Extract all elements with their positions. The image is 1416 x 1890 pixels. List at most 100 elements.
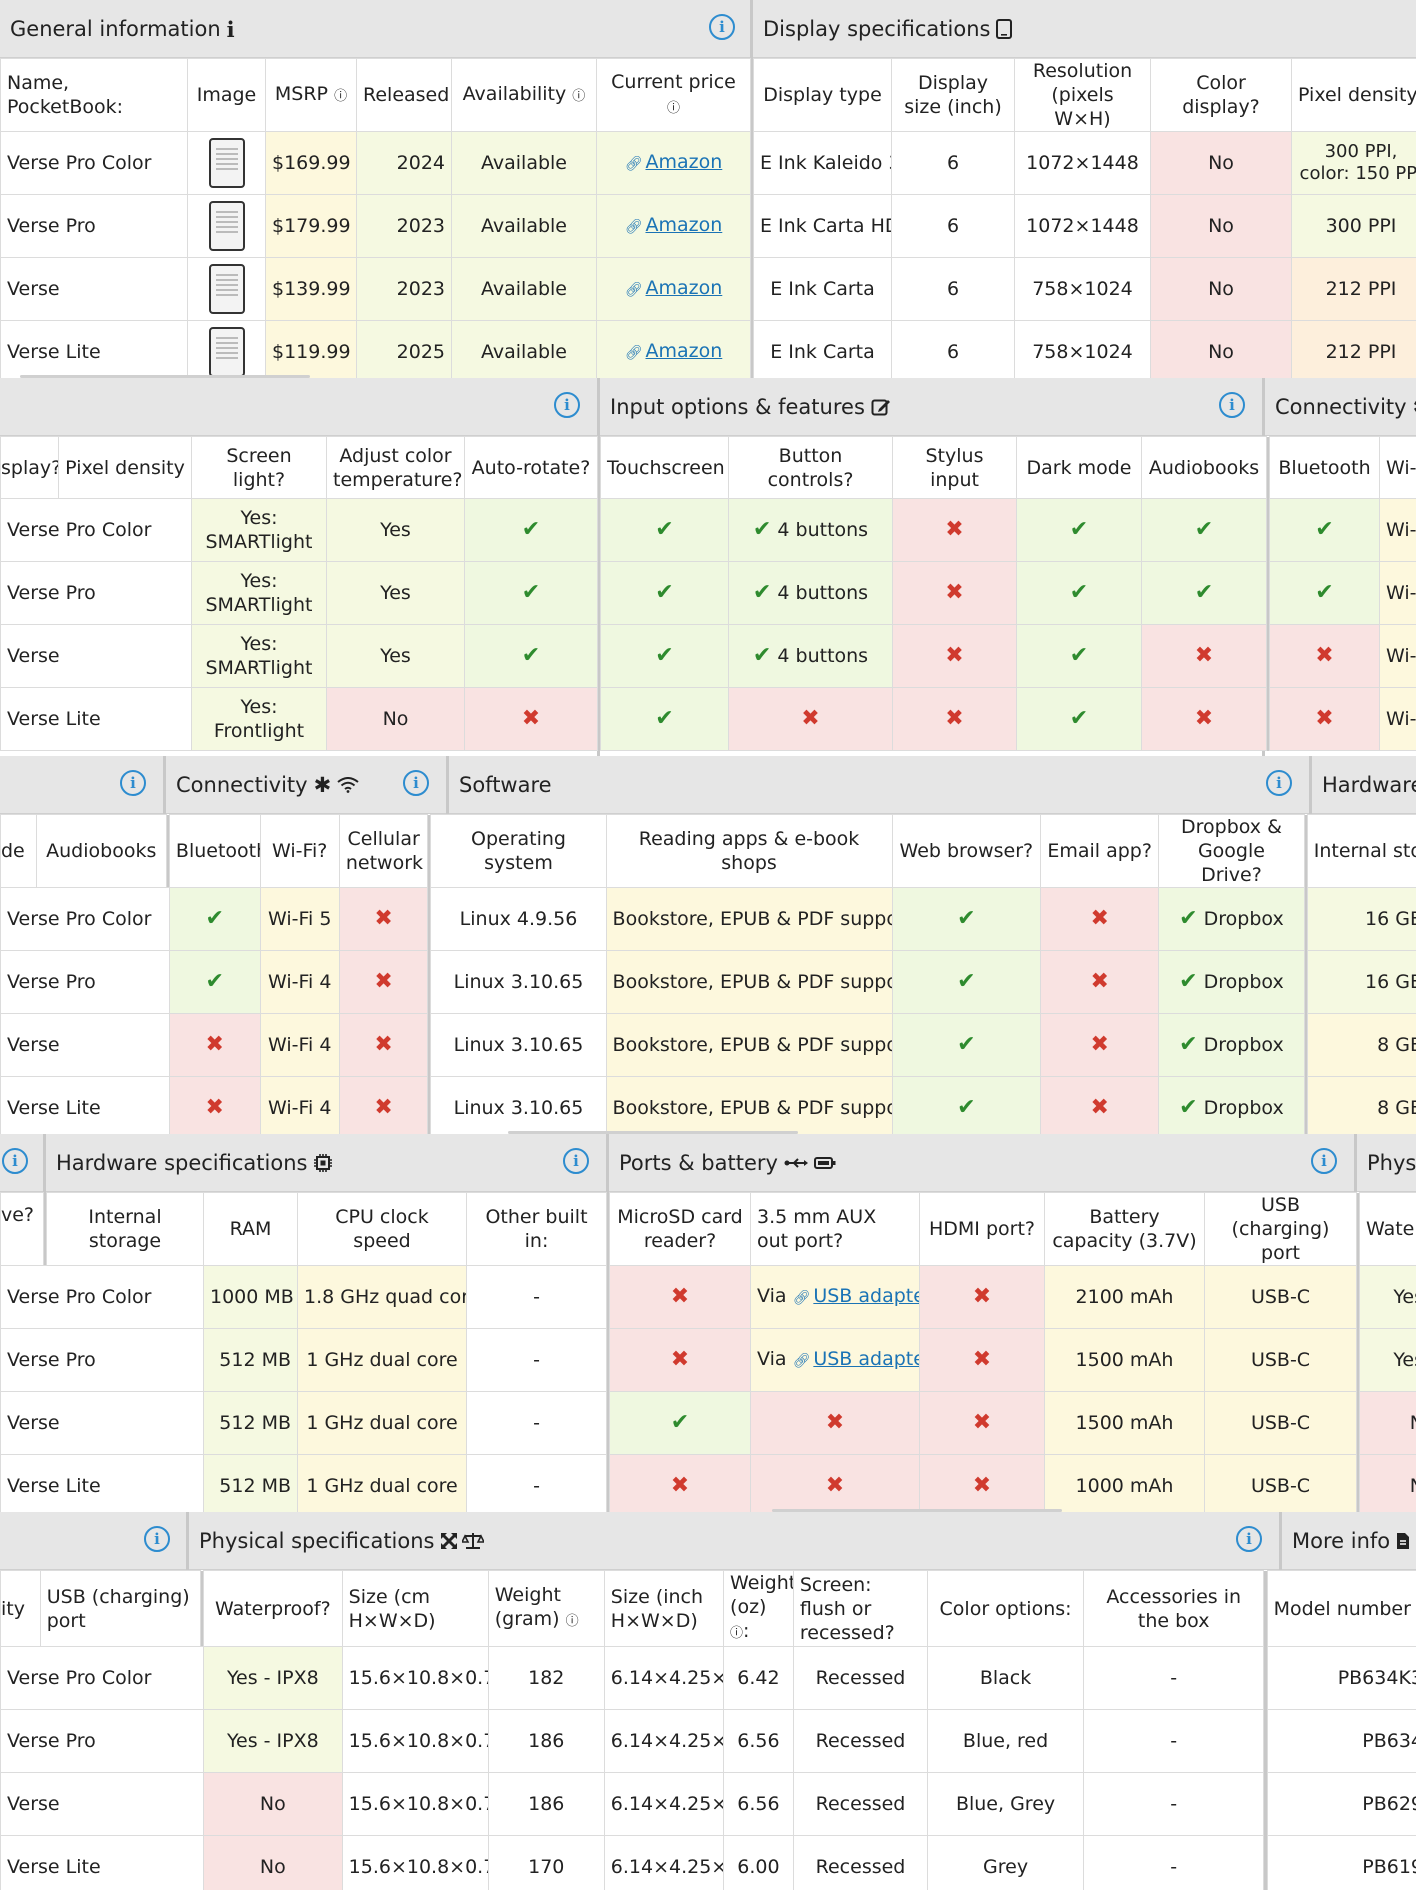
color-temp-value: Yes (326, 561, 465, 625)
usb-value: USB-C (1204, 1265, 1357, 1329)
model-number-value: PB619 (1266, 1835, 1416, 1890)
model-number-value: PB629 (1266, 1772, 1416, 1836)
section-connectivity: Connectivity ✱ (1265, 378, 1416, 436)
cross-icon: ✖ (972, 1473, 992, 1498)
group-divider (1266, 624, 1270, 688)
screen-light-value: Yes: SMARTlight (191, 498, 327, 562)
dark-mode-value: ✔ (1016, 624, 1142, 688)
col-header-ram: RAM (203, 1192, 298, 1266)
table-row: Verse Pro Color Yes - IPX8 15.6×10.8×0.7… (0, 1646, 1416, 1710)
color-temp-value: No (326, 687, 465, 751)
colors-value: Blue, Grey (927, 1772, 1084, 1836)
table-row: Verse Pro Yes - IPX8 15.6×10.8×0.76 186 … (0, 1709, 1416, 1773)
info-circle-icon[interactable]: i (1219, 392, 1245, 418)
model-name: Verse (0, 1013, 170, 1077)
spec-table: ve? Internal storage RAM CPU clock speed… (0, 1192, 1416, 1512)
info-circle-icon[interactable]: i (709, 14, 735, 40)
ram-value: 512 MB (203, 1391, 298, 1455)
table-strip-general-display[interactable]: General information i i Display specific… (0, 0, 1416, 378)
info-circle-icon[interactable]: i (1311, 1148, 1337, 1174)
aux-value[interactable]: Via 🔗︎USB adapter (750, 1265, 920, 1329)
col-header-partial: ity (0, 1570, 41, 1647)
cross-icon: ✖ (945, 580, 964, 605)
sd-value: ✖ (609, 1265, 751, 1329)
table-strip-physical[interactable]: i Physical specifications i More info it… (0, 1512, 1416, 1890)
model-name: Verse Pro (0, 194, 188, 258)
col-header-colors: Color options: (927, 1570, 1084, 1647)
section-title: Display specifications (763, 17, 991, 41)
price-link[interactable]: 🔗︎ Amazon (596, 257, 751, 321)
aux-value[interactable]: Via 🔗︎USB adapter (750, 1328, 920, 1392)
horizontal-scrollbar[interactable] (508, 1131, 798, 1134)
info-circle-icon[interactable]: i (403, 770, 429, 796)
link-icon: 🔗︎ (792, 1353, 811, 1369)
table-strip-input-features[interactable]: i Input options & features i Connectivit… (0, 378, 1416, 756)
colors-value: Grey (927, 1835, 1084, 1890)
col-header-bluetooth: Bluetooth (168, 814, 261, 888)
info-circle-icon[interactable]: i (2, 1148, 28, 1174)
table-row: Verse Yes: SMARTlight Yes ✔ ✔ ✔ 4 button… (0, 624, 1416, 688)
price-link[interactable]: 🔗︎ Amazon (596, 320, 751, 378)
color-temp-value: Yes (326, 624, 465, 688)
table-row: Verse Pro Color ✔ Wi-Fi 5 ✖ Linux 4.9.56… (0, 887, 1416, 951)
browser-value: ✔ (891, 1013, 1042, 1077)
col-header-buttons: Button controls? (728, 436, 893, 499)
cross-icon: ✖ (670, 1347, 690, 1372)
model-name: Verse Pro Color (0, 887, 170, 951)
auto-rotate-value: ✔ (464, 624, 598, 688)
model-name: Verse Lite (0, 1835, 205, 1890)
group-divider (1304, 1076, 1308, 1134)
info-circle-icon[interactable]: i (1236, 1526, 1262, 1552)
table-row: Verse ✖ Wi-Fi 4 ✖ Linux 3.10.65 Bookstor… (0, 1013, 1416, 1077)
bluetooth-value: ✔ (1269, 561, 1380, 625)
check-icon: ✔ (957, 1032, 976, 1057)
price-link[interactable]: 🔗︎ Amazon (596, 194, 751, 258)
info-circle-icon[interactable]: i (120, 770, 146, 796)
info-circle-icon[interactable]: i (1266, 770, 1292, 796)
group-divider (750, 257, 754, 321)
col-header-water: Water (1359, 1192, 1416, 1266)
col-header-size-cm: Size (cm H×W×D) (341, 1570, 489, 1647)
accessories-value: - (1082, 1835, 1265, 1890)
colors-value: Black (927, 1646, 1084, 1710)
table-strip-connectivity-software[interactable]: i Connectivity ✱ i Software i Hardware d… (0, 756, 1416, 1134)
model-number-value: PB634K3 (1266, 1646, 1416, 1710)
cross-icon: ✖ (1090, 906, 1109, 931)
group-divider (43, 1192, 47, 1266)
msrp-value: $119.99 (265, 320, 357, 378)
usb-value: USB-C (1204, 1391, 1357, 1455)
group-divider (1304, 814, 1308, 888)
horizontal-scrollbar[interactable] (20, 375, 310, 378)
price-link[interactable]: 🔗︎ Amazon (596, 131, 751, 195)
other-value: - (466, 1454, 607, 1512)
info-circle-icon[interactable]: i (563, 1148, 589, 1174)
section-title: Physical specifications (199, 1529, 435, 1553)
pixel-density-value: 212 PPI (1291, 257, 1416, 321)
color-display-value: No (1150, 257, 1292, 321)
sd-value: ✖ (609, 1454, 751, 1512)
email-value: ✖ (1040, 950, 1160, 1014)
group-divider (166, 814, 170, 888)
email-value: ✖ (1040, 1076, 1160, 1134)
pixel-density-value: 212 PPI (1291, 320, 1416, 378)
accessories-value: - (1082, 1772, 1265, 1836)
bluetooth-value: ✖ (168, 1013, 261, 1077)
check-icon: ✔ (752, 643, 772, 668)
info-circle-icon[interactable]: i (144, 1526, 170, 1552)
info-circle-icon[interactable]: i (554, 392, 580, 418)
size-inch-value: 6.14×4.25×0.3 (603, 1646, 725, 1710)
section-header-row (0, 0, 1416, 58)
screen-value: Recessed (792, 1772, 929, 1836)
model-name: Verse Pro (0, 1709, 205, 1773)
horizontal-scrollbar[interactable] (772, 1509, 1062, 1512)
col-header-model: Model number (1266, 1570, 1416, 1647)
col-header-bluetooth: Bluetooth (1269, 436, 1380, 499)
group-divider (1266, 687, 1270, 751)
other-value: - (466, 1328, 607, 1392)
check-icon: ✔ (1194, 517, 1214, 542)
col-header-pixel-density: Pixel density (58, 436, 192, 499)
display-type-value: E Ink Carta (753, 320, 892, 378)
check-icon: ✔ (205, 906, 224, 931)
cross-icon: ✖ (972, 1347, 992, 1372)
table-strip-hardware-ports[interactable]: i Hardware specifications i Ports & batt… (0, 1134, 1416, 1512)
